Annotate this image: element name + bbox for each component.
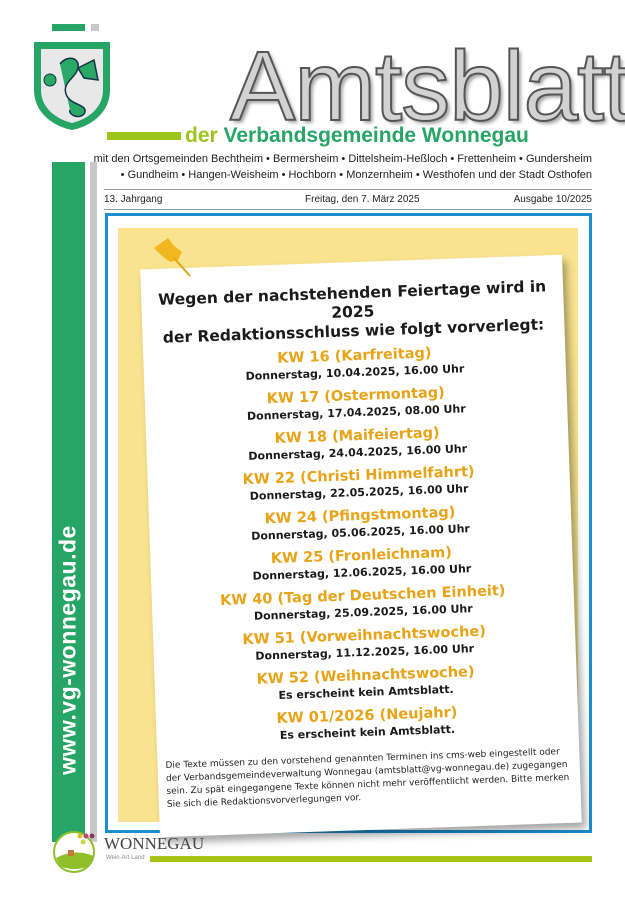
municipalities-line: mit den Ortsgemeinden Bechtheim • Bermer…	[93, 153, 592, 165]
pushpin-icon	[154, 238, 191, 277]
decor-bar	[52, 24, 85, 31]
notice-frame	[105, 213, 592, 833]
issue-date: Freitag, den 7. März 2025	[305, 194, 420, 205]
masthead-title: Amtsblatt	[229, 30, 625, 142]
volume: 13. Jahrgang	[104, 194, 163, 205]
divider	[104, 209, 592, 210]
footer-tagline: Wein·Art·Land	[106, 855, 145, 861]
subtitle-der: der	[185, 124, 218, 147]
footer-bar	[150, 856, 592, 862]
decor-bar-lime	[107, 132, 181, 140]
side-bar-gray	[90, 162, 97, 842]
subtitle-rest: Verbandsgemeinde Wonnegau	[223, 124, 529, 147]
decor-square	[91, 24, 99, 31]
wonnegau-logo-icon	[53, 831, 95, 873]
side-bar-green	[52, 162, 85, 842]
municipalities-line: • Gundheim • Hangen-Weisheim • Hochborn …	[120, 169, 592, 181]
issue-number: Ausgabe 10/2025	[513, 194, 592, 205]
notice-footnote: Die Texte müssen zu den vorstehend genan…	[165, 747, 570, 810]
masthead-subtitle: der Verbandsgemeinde Wonnegau	[185, 124, 529, 148]
website-url: www.vg-wonnegau.de	[54, 525, 81, 775]
coat-of-arms-icon	[34, 42, 110, 130]
notice-headline: Wegen der nachstehenden Feiertage wird i…	[157, 277, 547, 347]
notice-card: Wegen der nachstehenden Feiertage wird i…	[140, 254, 582, 838]
footer-logo-text: WONNEGAU	[104, 834, 205, 853]
divider	[104, 189, 592, 190]
